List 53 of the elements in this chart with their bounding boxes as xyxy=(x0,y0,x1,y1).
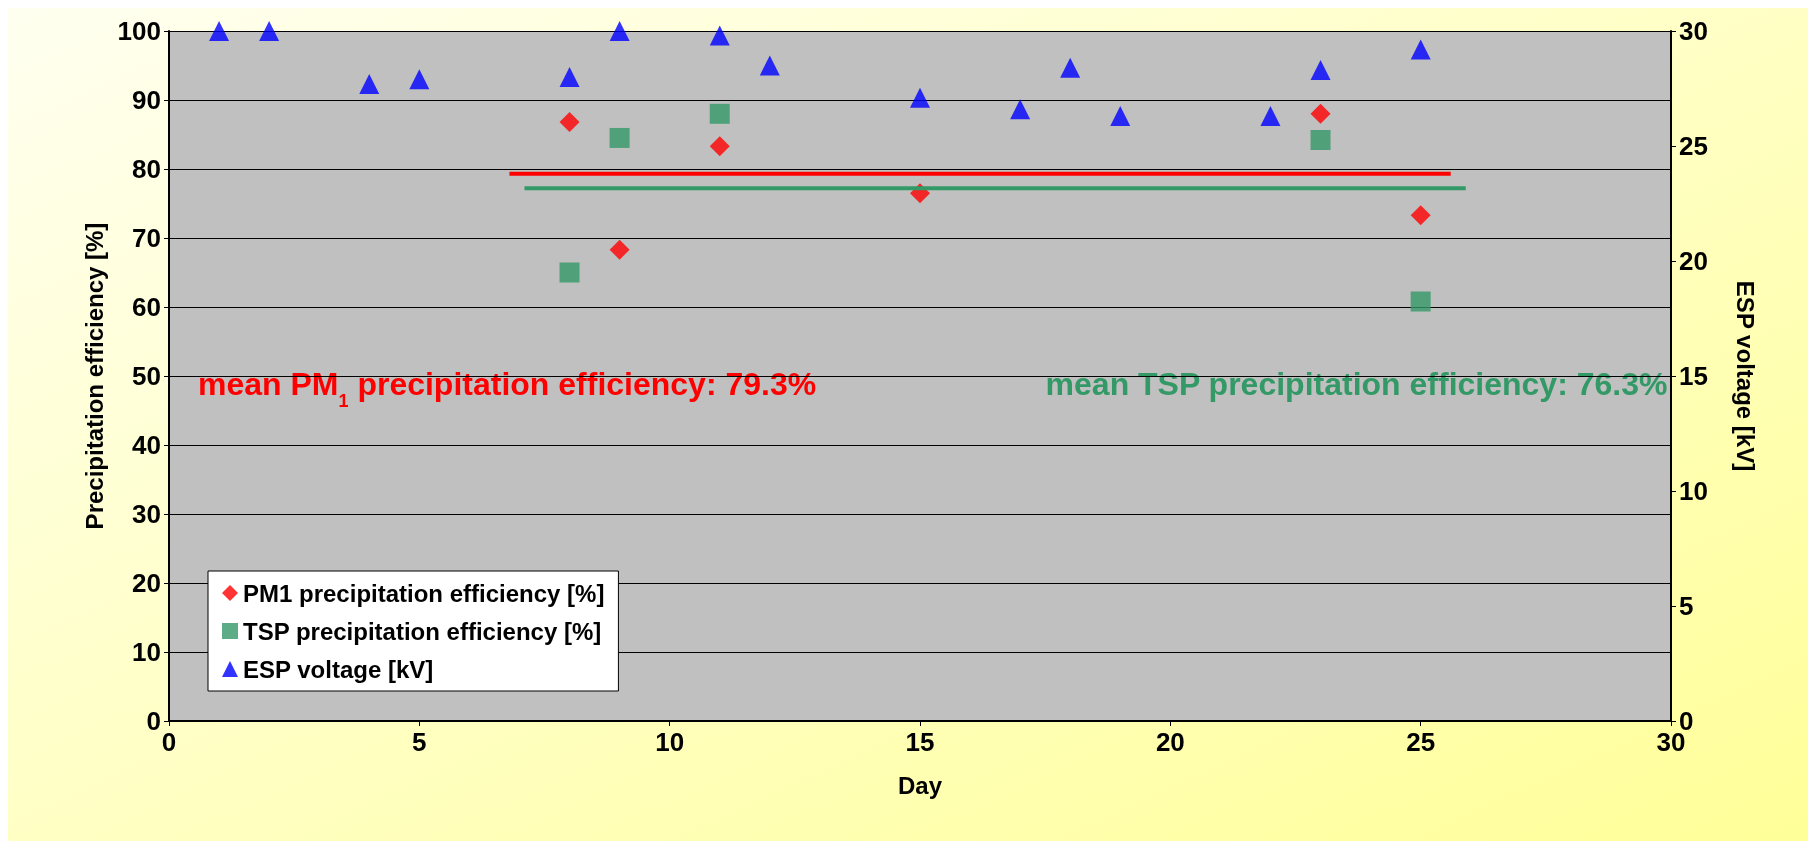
y-tick-label: 10 xyxy=(132,637,161,667)
y2-tick-label: 15 xyxy=(1679,361,1708,391)
y-tick-label: 70 xyxy=(132,223,161,253)
point xyxy=(609,21,630,41)
point xyxy=(1110,106,1131,127)
y2-tick-label: 10 xyxy=(1679,476,1708,506)
y2-axis-title: ESP voltage [kV] xyxy=(1731,280,1759,472)
point xyxy=(609,239,630,260)
point xyxy=(559,67,580,87)
x-tick-label: 10 xyxy=(655,727,685,757)
point xyxy=(609,127,630,148)
y-tick-label: 40 xyxy=(132,430,161,460)
y-tick-label: 90 xyxy=(132,85,161,115)
x-tick-label: 25 xyxy=(1406,727,1436,757)
y2-tick-label: 20 xyxy=(1679,246,1708,276)
point xyxy=(259,21,280,41)
point xyxy=(1410,205,1431,226)
x-tick-label: 20 xyxy=(1155,727,1185,757)
y-tick-label: 20 xyxy=(132,568,161,598)
legend-label: ESP voltage [kV] xyxy=(243,655,434,683)
y-axis-title: Precipitation efficiency [%] xyxy=(81,222,109,530)
y-tick-label: 60 xyxy=(132,292,161,322)
y-tick-label: 100 xyxy=(117,16,161,46)
point xyxy=(359,73,380,94)
y2-tick-label: 25 xyxy=(1679,131,1708,161)
x-tick-label: 5 xyxy=(412,727,427,757)
legend-label: TSP precipitation efficiency [%] xyxy=(243,617,602,645)
point xyxy=(1410,39,1431,60)
point xyxy=(1310,130,1331,151)
y2-tick-label: 5 xyxy=(1679,591,1694,621)
point xyxy=(1310,60,1331,81)
point xyxy=(559,262,580,283)
point xyxy=(759,55,780,76)
y-tick-label: 30 xyxy=(132,499,161,529)
x-axis-title: Day xyxy=(897,771,943,799)
x-tick-label: 15 xyxy=(905,727,935,757)
point xyxy=(1060,57,1081,78)
y-tick-label: 80 xyxy=(132,154,161,184)
point xyxy=(1260,106,1281,127)
point xyxy=(1310,103,1331,124)
y2-tick-label: 30 xyxy=(1679,16,1708,46)
point xyxy=(709,136,730,157)
point xyxy=(559,112,580,133)
point xyxy=(709,25,730,46)
point xyxy=(910,87,930,108)
point xyxy=(1410,291,1431,312)
point xyxy=(1010,99,1031,120)
point xyxy=(709,103,730,124)
point xyxy=(209,21,230,41)
legend-label: PM1 precipitation efficiency [%] xyxy=(243,579,605,607)
y-tick-label: 50 xyxy=(132,361,161,391)
point xyxy=(409,69,430,90)
y-tick-label: 0 xyxy=(146,706,161,736)
